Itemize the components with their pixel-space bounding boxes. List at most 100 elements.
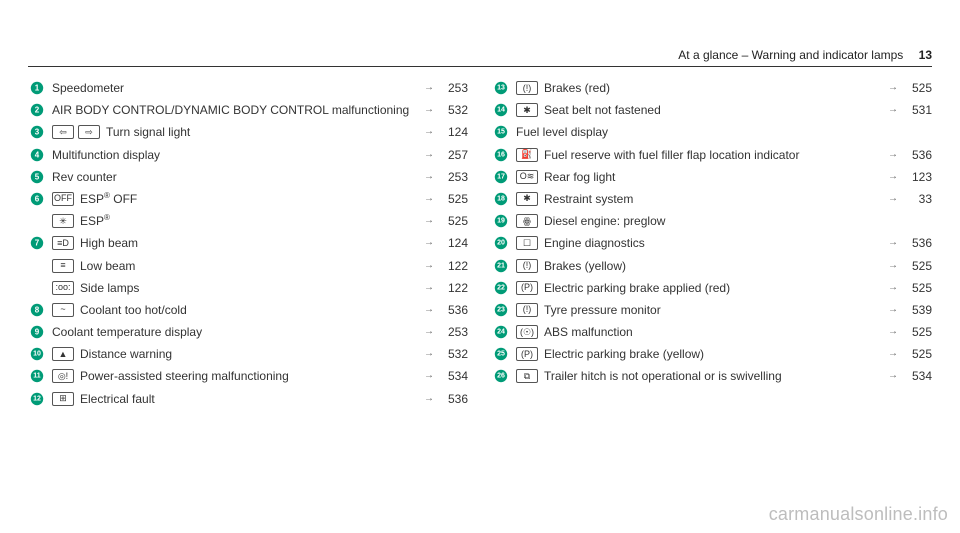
dashboard-lamp-icon: ✳	[52, 214, 74, 228]
row-label: Electric parking brake applied (red)	[544, 280, 884, 296]
row-number-badge: 3	[28, 125, 46, 139]
index-row: 13(!)Brakes (red)→525	[492, 80, 932, 96]
svg-text:14: 14	[497, 107, 505, 114]
row-number-badge: 7	[28, 236, 46, 250]
row-label: ABS malfunction	[544, 324, 884, 340]
column-left: 1Speedometer→253 2AIR BODY CONTROL/DYNAMI…	[28, 80, 468, 413]
index-row: 4Multifunction display→257	[28, 147, 468, 163]
page-ref: 124	[434, 235, 468, 251]
row-label: Rev counter	[52, 169, 420, 185]
svg-text:12: 12	[33, 395, 41, 402]
row-label: ESP®	[80, 213, 420, 229]
row-label: Multifunction display	[52, 147, 420, 163]
arrow-icon: →	[884, 102, 898, 117]
running-header: At a glance – Warning and indicator lamp…	[678, 48, 932, 62]
row-label: Rear fog light	[544, 169, 884, 185]
svg-text:23: 23	[497, 306, 505, 313]
column-right: 13(!)Brakes (red)→52514✱Seat belt not fa…	[492, 80, 932, 413]
row-label: Brakes (yellow)	[544, 258, 884, 274]
index-row: 8~Coolant too hot/cold→536	[28, 302, 468, 318]
arrow-icon: →	[420, 124, 434, 139]
index-row: 17O≋Rear fog light→123	[492, 169, 932, 185]
row-icons: (P)	[516, 347, 538, 361]
dashboard-lamp-icon: (P)	[516, 347, 538, 361]
row-icons: ~	[52, 303, 74, 317]
svg-text:5: 5	[35, 172, 40, 181]
svg-text:2: 2	[35, 106, 40, 115]
row-number-badge: 22	[492, 281, 510, 295]
row-number-badge: 10	[28, 347, 46, 361]
row-icons: ꙮ	[516, 214, 538, 228]
page-ref: 525	[898, 280, 932, 296]
svg-text:9: 9	[35, 328, 40, 337]
index-row: 2AIR BODY CONTROL/DYNAMIC BODY CONTROL m…	[28, 102, 468, 118]
row-icons: (!)	[516, 81, 538, 95]
dashboard-lamp-icon: OFF	[52, 192, 74, 206]
svg-text:3: 3	[35, 128, 40, 137]
svg-text:18: 18	[497, 195, 505, 202]
index-row: 12⊞Electrical fault→536	[28, 391, 468, 407]
page-ref: 122	[434, 280, 468, 296]
svg-text:8: 8	[35, 305, 40, 314]
row-icons: (P)	[516, 281, 538, 295]
index-row: 20☐Engine diagnostics→536	[492, 235, 932, 251]
row-label: Power-assisted steering malfunctioning	[80, 368, 420, 384]
row-number-badge: 18	[492, 192, 510, 206]
row-label: Coolant temperature display	[52, 324, 420, 340]
row-icons: (☉)	[516, 325, 538, 339]
arrow-icon: →	[420, 80, 434, 95]
index-row: 1Speedometer→253	[28, 80, 468, 96]
row-number-badge: 15	[492, 125, 510, 139]
arrow-icon	[884, 124, 898, 125]
row-label: Engine diagnostics	[544, 235, 884, 251]
index-row: 23 (!) Tyre pressure monitor→539	[492, 302, 932, 318]
dashboard-lamp-icon: ✱	[516, 192, 538, 206]
row-number-badge: 1	[28, 81, 46, 95]
row-label: Distance warning	[80, 346, 420, 362]
arrow-icon: →	[420, 324, 434, 339]
page-ref: 534	[434, 368, 468, 384]
svg-text:13: 13	[497, 85, 505, 92]
row-icons: ✱	[516, 192, 538, 206]
index-row: 7≡DHigh beam→124	[28, 235, 468, 251]
svg-text:15: 15	[497, 129, 505, 136]
dashboard-lamp-icon: ⊞	[52, 392, 74, 406]
index-row: 25(P)Electric parking brake (yellow)→525	[492, 346, 932, 362]
row-label: Tyre pressure monitor	[544, 302, 884, 318]
svg-text:26: 26	[497, 373, 505, 380]
row-number-badge: 12	[28, 392, 46, 406]
row-label: Fuel reserve with fuel filler flap locat…	[544, 147, 884, 163]
row-number-badge: 14	[492, 103, 510, 117]
svg-text:10: 10	[33, 351, 41, 358]
watermark: carmanualsonline.info	[769, 504, 948, 525]
row-number-badge: 21	[492, 259, 510, 273]
arrow-icon: →	[420, 213, 434, 228]
index-row: 26⧉Trailer hitch is not operational or i…	[492, 368, 932, 384]
row-icons: ▲	[52, 347, 74, 361]
row-icons: ⛽	[516, 148, 538, 162]
page-ref: 532	[434, 102, 468, 118]
page-ref: 539	[898, 302, 932, 318]
dashboard-lamp-icon: (!)	[516, 303, 538, 317]
dashboard-lamp-icon: ꙮ	[516, 214, 538, 228]
row-label: Coolant too hot/cold	[80, 302, 420, 318]
row-number-badge	[28, 281, 46, 295]
row-icons: ✳	[52, 214, 74, 228]
row-number-badge: 19	[492, 214, 510, 228]
svg-text:25: 25	[497, 351, 505, 358]
index-row: 21(!)Brakes (yellow)→525	[492, 258, 932, 274]
dashboard-lamp-icon: ☐	[516, 236, 538, 250]
row-icons: OFF	[52, 192, 74, 206]
manual-page: At a glance – Warning and indicator lamp…	[0, 0, 960, 533]
dashboard-lamp-icon: ✱	[516, 103, 538, 117]
row-label: Side lamps	[80, 280, 420, 296]
arrow-icon: →	[420, 368, 434, 383]
row-number-badge: 25	[492, 347, 510, 361]
dashboard-lamp-icon: ≡D	[52, 236, 74, 250]
row-icons: (!)	[516, 259, 538, 273]
page-ref: 525	[898, 80, 932, 96]
arrow-icon: →	[884, 302, 898, 317]
page-ref: 525	[434, 213, 468, 229]
arrow-icon: →	[420, 391, 434, 406]
row-number-badge	[28, 259, 46, 273]
